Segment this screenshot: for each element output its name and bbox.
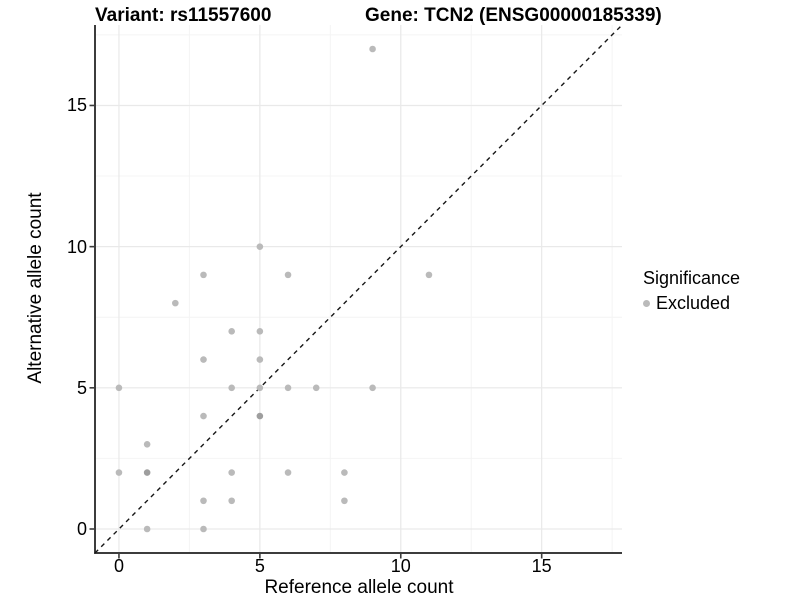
legend-title: Significance <box>643 268 741 288</box>
legend-item-label: Excluded <box>656 293 731 313</box>
y-tick-label: 0 <box>76 519 87 539</box>
scatter-plot <box>89 24 623 559</box>
y-tick-label: 10 <box>66 236 87 257</box>
data-point <box>284 469 292 476</box>
data-point <box>256 328 264 335</box>
legend-item-excluded: Excluded <box>643 293 740 314</box>
data-point <box>143 440 151 448</box>
data-point <box>115 469 123 476</box>
data-point <box>200 497 207 505</box>
data-point <box>172 299 179 307</box>
x-tick-label: 5 <box>254 556 265 576</box>
data-point <box>369 45 376 53</box>
data-point <box>200 412 207 420</box>
data-point <box>143 525 151 533</box>
plot-panel <box>89 24 623 559</box>
data-point <box>256 412 264 420</box>
y-axis-title: Alternative allele count <box>25 192 46 384</box>
data-point <box>200 271 207 279</box>
data-point <box>341 469 348 476</box>
data-point <box>425 271 433 279</box>
data-point <box>143 469 151 476</box>
gene-title: Gene: TCN2 (ENSG00000185339) <box>365 5 662 26</box>
y-tick-label: 5 <box>76 377 87 398</box>
data-point <box>284 384 292 392</box>
data-point <box>228 328 235 335</box>
data-point <box>284 271 292 279</box>
x-tick-label: 10 <box>390 556 411 576</box>
data-point <box>256 243 264 250</box>
data-point <box>312 384 320 392</box>
variant-title: Variant: rs11557600 <box>95 5 272 26</box>
x-tick-label: 0 <box>113 556 124 576</box>
data-point <box>341 497 348 505</box>
identity-line <box>94 24 623 554</box>
y-tick-label: 15 <box>66 95 87 116</box>
data-point <box>228 497 235 505</box>
x-axis-title: Reference allele count <box>264 577 454 598</box>
x-tick-label: 15 <box>531 556 552 576</box>
data-point <box>256 356 264 363</box>
data-point <box>228 469 235 476</box>
legend-point-icon <box>643 300 650 307</box>
data-point <box>115 384 123 392</box>
data-point <box>200 525 207 533</box>
data-point <box>228 384 235 392</box>
data-point <box>256 384 264 392</box>
data-point <box>369 384 376 392</box>
legend: Significance Excluded <box>643 268 740 314</box>
data-point <box>200 356 207 363</box>
